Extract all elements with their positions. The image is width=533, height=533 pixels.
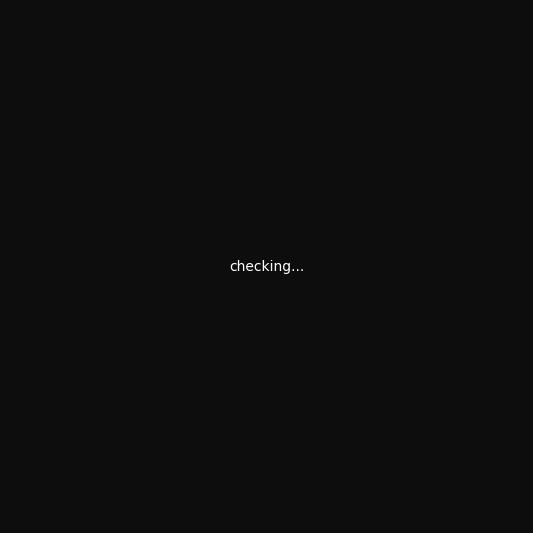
Text: checking...: checking... [229, 260, 304, 273]
